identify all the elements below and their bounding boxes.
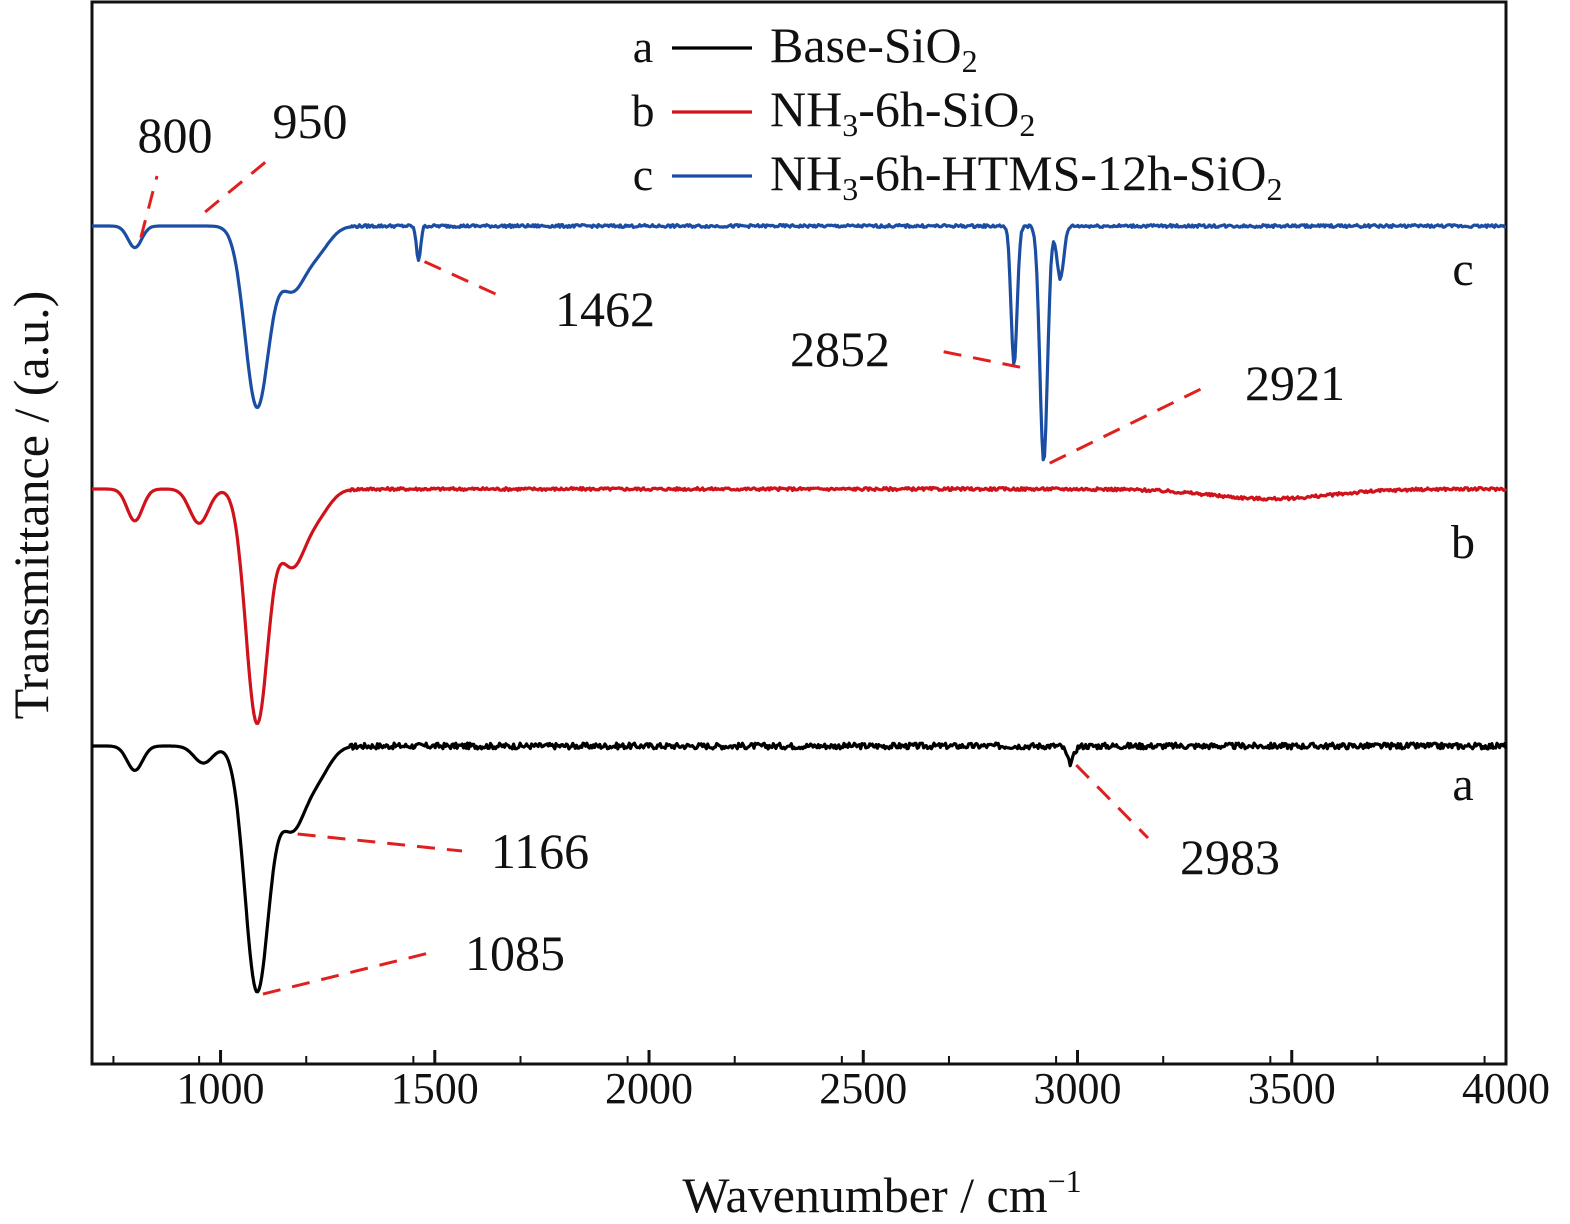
plot-frame — [90, 0, 1508, 1066]
annotation-leader — [934, 348, 1021, 369]
x-tick-label: 4000 — [1462, 1064, 1550, 1113]
annotation-label: 2852 — [790, 321, 890, 377]
x-tick-label: 1000 — [177, 1064, 265, 1113]
legend-key-c: c — [633, 149, 653, 200]
curve-letter-labels: a b c — [1451, 243, 1475, 811]
legend-key-b: b — [632, 85, 655, 136]
x-axis-ticks: 1000 1500 2000 2500 3000 3500 4000 — [91, 1050, 1550, 1113]
y-axis-title: Transmittance / (a.u.) — [3, 291, 59, 720]
annotation-leader — [1049, 385, 1206, 465]
annotation-leader — [139, 175, 159, 238]
legend-entry-c: NH3-6h-HTMS-12h-SiO2 — [770, 145, 1283, 207]
annotation-leader — [297, 832, 463, 853]
annotation-label: 2921 — [1245, 355, 1345, 411]
annotation-leader — [1075, 764, 1150, 840]
x-tick-label: 1500 — [391, 1064, 479, 1113]
annotation-label: 950 — [273, 93, 348, 149]
legend-entry-a: Base-SiO2 — [770, 17, 978, 79]
annotation-leader — [262, 950, 434, 996]
series-line-b — [91, 485, 1508, 725]
annotation-label: 1166 — [491, 823, 589, 879]
annotation-label: 2983 — [1180, 829, 1280, 885]
annotation-label: 800 — [138, 107, 213, 163]
annotation-label: 1462 — [555, 281, 655, 337]
curve-label-a: a — [1452, 758, 1473, 811]
x-tick-label: 2500 — [819, 1064, 907, 1113]
annotation-label: 1085 — [465, 925, 565, 981]
x-tick-label: 2000 — [605, 1064, 693, 1113]
series-line-c — [91, 223, 1507, 462]
x-axis-title-superscript: −1 — [1048, 1163, 1082, 1199]
annotation-leader — [423, 260, 501, 298]
series-line-a — [91, 741, 1508, 994]
x-axis-title-text: Wavenumber / cm — [682, 1167, 1047, 1223]
curve-label-b: b — [1451, 516, 1475, 569]
annotation-layer: 800 950 1462 2852 2921 1166 1085 2983 — [138, 93, 1345, 996]
annotation-leader — [204, 158, 269, 214]
legend-key-a: a — [633, 21, 653, 72]
series-layer — [91, 223, 1508, 994]
x-tick-label: 3500 — [1248, 1064, 1336, 1113]
x-tick-label: 3000 — [1034, 1064, 1122, 1113]
curve-label-c: c — [1452, 243, 1473, 296]
legend-entry-b: NH3-6h-SiO2 — [770, 81, 1035, 143]
legend: a Base-SiO2 b NH3-6h-SiO2 c NH3-6h-HTMS-12h-S… — [632, 17, 1283, 207]
x-axis-title: Wavenumber / cm−1 — [682, 1163, 1081, 1223]
